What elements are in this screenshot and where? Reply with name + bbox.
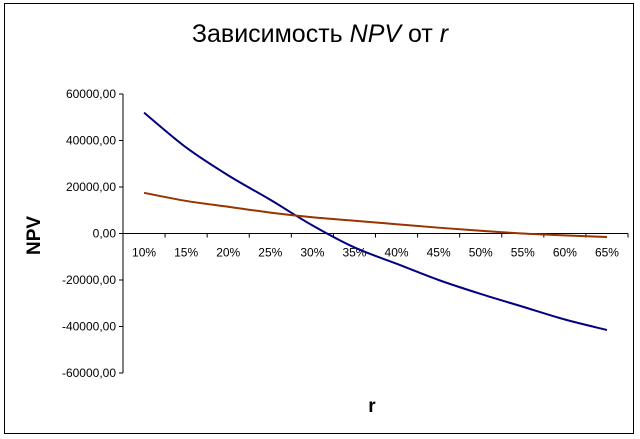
series-line-1 bbox=[143, 111, 608, 331]
series-line-2 bbox=[143, 191, 607, 238]
title-r: r bbox=[439, 20, 449, 48]
x-tick-label: 30% bbox=[300, 246, 324, 260]
chart-frame bbox=[4, 3, 634, 434]
x-axis-label: r bbox=[368, 396, 376, 417]
x-tick-label: 25% bbox=[258, 246, 282, 260]
title-npv: NPV bbox=[349, 20, 402, 48]
title-text: Зависимость bbox=[191, 20, 350, 48]
y-tick-label: -20000,00 bbox=[62, 273, 116, 287]
y-axis-label: NPV bbox=[24, 216, 45, 255]
y-tick-label: 40000,00 bbox=[66, 134, 116, 148]
title-text-2: от bbox=[401, 20, 440, 48]
x-tick-label: 65% bbox=[595, 246, 619, 260]
x-tick-label: 10% bbox=[132, 246, 156, 260]
x-tick-label: 55% bbox=[511, 246, 535, 260]
y-tick-label: -40000,00 bbox=[62, 320, 116, 334]
x-tick-label: 15% bbox=[174, 246, 198, 260]
x-tick-label: 35% bbox=[342, 246, 366, 260]
chart-title: Зависимость NPV от r bbox=[0, 20, 640, 49]
x-tick-label: 40% bbox=[385, 246, 409, 260]
y-tick-label: 60000,00 bbox=[66, 87, 116, 101]
x-tick-label: 20% bbox=[216, 246, 240, 260]
x-tick-label: 45% bbox=[427, 246, 451, 260]
y-tick-label: -60000,00 bbox=[62, 366, 116, 380]
x-tick-label: 60% bbox=[553, 246, 577, 260]
y-tick-label: 20000,00 bbox=[66, 180, 116, 194]
x-tick-label: 50% bbox=[469, 246, 493, 260]
y-tick-label: 0,00 bbox=[93, 227, 117, 241]
